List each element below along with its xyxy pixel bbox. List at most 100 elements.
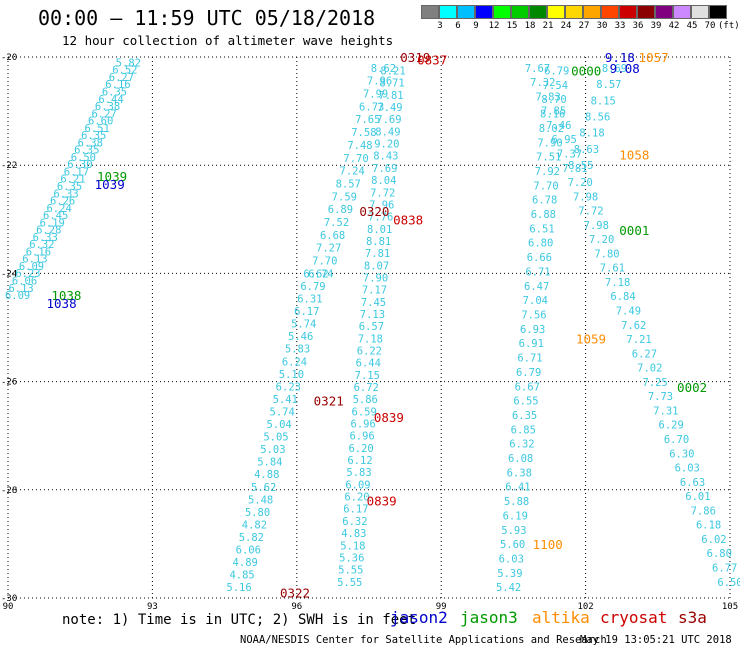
swh-value: 5.46 [288,331,313,343]
swh-value: 7.13 [360,309,385,321]
x-tick-label: 90 [3,602,14,612]
x-tick-label: 93 [147,602,158,612]
axis-tick-labels: 90 93 96 99 102 105 -20 -22 -24 -26 -28 -30 [1,53,738,612]
color-swatch [475,5,493,19]
swh-value: 6.44 [98,94,123,106]
swh-value: 7.70 [533,180,558,192]
swh-value: 5.83 [285,344,310,356]
swh-value: 6.79 [300,281,325,293]
pass-time-label: 0320 [359,204,389,219]
swh-value: 6.31 [297,294,322,306]
color-scale-label: 36 [632,21,644,31]
swh-value: 8.70 [541,94,566,106]
swh-value: 6.47 [524,281,549,293]
color-swatch [421,5,439,19]
swh-value: 4.83 [341,528,366,540]
swh-value: 7.96 [367,76,392,88]
swh-value: 6.33 [33,232,58,244]
color-swatch [457,5,475,19]
swh-value: 5.74 [291,319,316,331]
swh-value: 7.56 [521,310,546,322]
swh-value: 7.65 [355,114,380,126]
swh-value: 6.08 [508,453,533,465]
color-swatch [583,5,601,19]
swh-value: 7.18 [358,333,383,345]
color-scale-label: 39 [650,21,662,31]
swh-value: 4.85 [229,570,254,582]
pass-time-label: 0000 [571,64,601,79]
color-swatch [439,5,457,19]
swh-value: 8.63 [574,144,599,156]
legend-item-s3a: s3a [678,608,707,627]
swh-value: 6.24 [282,356,307,368]
y-tick-label: -28 [1,486,17,496]
swh-value: 6.35 [74,145,99,157]
swh-value: 6.32 [29,239,54,251]
pass-time-label: 1038 [47,296,77,311]
swh-value: 7.17 [362,285,387,297]
swh-value: 7.98 [573,191,598,203]
color-scale-label: (ft) [718,21,740,31]
swh-value: 7.62 [621,320,646,332]
swh-value: 7.70 [312,256,337,268]
color-swatch [673,5,691,19]
swh-value: 6.22 [357,345,382,357]
swh-value: 6.59 [352,406,377,418]
swh-value: 8.15 [591,95,616,107]
page-title: 00:00 – 11:59 UTC 05/18/2018 [38,6,376,30]
swh-value: 5.62 [251,482,276,494]
swh-value: 8.62 [371,63,396,75]
pass-time-label: 0837 [417,53,447,68]
swh-value: 7.20 [589,234,614,246]
swh-value: 7.81 [365,248,390,260]
swh-value: 7.72 [370,187,395,199]
swh-value: 6.52 [112,65,137,77]
swh-value: 5.04 [266,419,291,431]
pass-time-label: 0839 [374,410,404,425]
swh-value: 6.03 [675,463,700,475]
swh-value: 6.33 [53,188,78,200]
pass-time-label: 0321 [314,394,344,409]
pass-time-label: 0838 [393,212,423,227]
swh-value: 6.38 [95,101,120,113]
swh-value: 7.02 [637,363,662,375]
swh-value: 6.89 [328,204,353,216]
swh-value: 7.46 [546,120,571,132]
page-subtitle: 12 hour collection of altimeter wave hei… [62,33,394,48]
color-scale-label: 30 [596,21,608,31]
swh-value: 6.68 [320,230,345,242]
swh-value: 5.93 [501,525,526,537]
swh-value: 8.57 [336,178,361,190]
swh-value: 8.43 [373,151,398,163]
pass-time-label: 0001 [619,223,649,238]
y-tick-label: -20 [1,53,17,63]
swh-value: 7.37 [557,148,582,160]
swh-value: 5.82 [116,57,141,69]
swh-value: 6.27 [632,348,657,360]
swh-value: 6.55 [513,396,538,408]
pass-time-label: 1057 [639,50,669,65]
color-scale-label: 33 [614,21,626,31]
swh-value: 7.24 [340,166,365,178]
color-swatch [691,5,709,19]
swh-value: 7.27 [316,243,341,255]
swh-value: 6.17 [64,166,89,178]
x-tick-label: 99 [436,602,447,612]
swh-value: 6.80 [707,548,732,560]
color-swatch [529,5,547,19]
footer-note: note: 1) Time is in UTC; 2) SWH is in fe… [62,612,417,628]
swh-value: 8.16 [540,109,565,121]
swh-value: 7.98 [584,220,609,232]
swh-value: 5.10 [279,369,304,381]
y-tick-label: -22 [1,161,17,171]
legend-item-cryosat: cryosat [600,608,668,627]
swh-value: 5.42 [496,582,521,594]
swh-value: 7.49 [377,102,402,114]
swh-value: 6.79 [516,367,541,379]
swh-value: 6.95 [552,134,577,146]
swh-value: 5.74 [270,406,295,418]
swh-value: 6.06 [12,276,37,288]
pass-time-label: 1058 [619,147,649,162]
swh-value: 6.50 [717,577,740,589]
